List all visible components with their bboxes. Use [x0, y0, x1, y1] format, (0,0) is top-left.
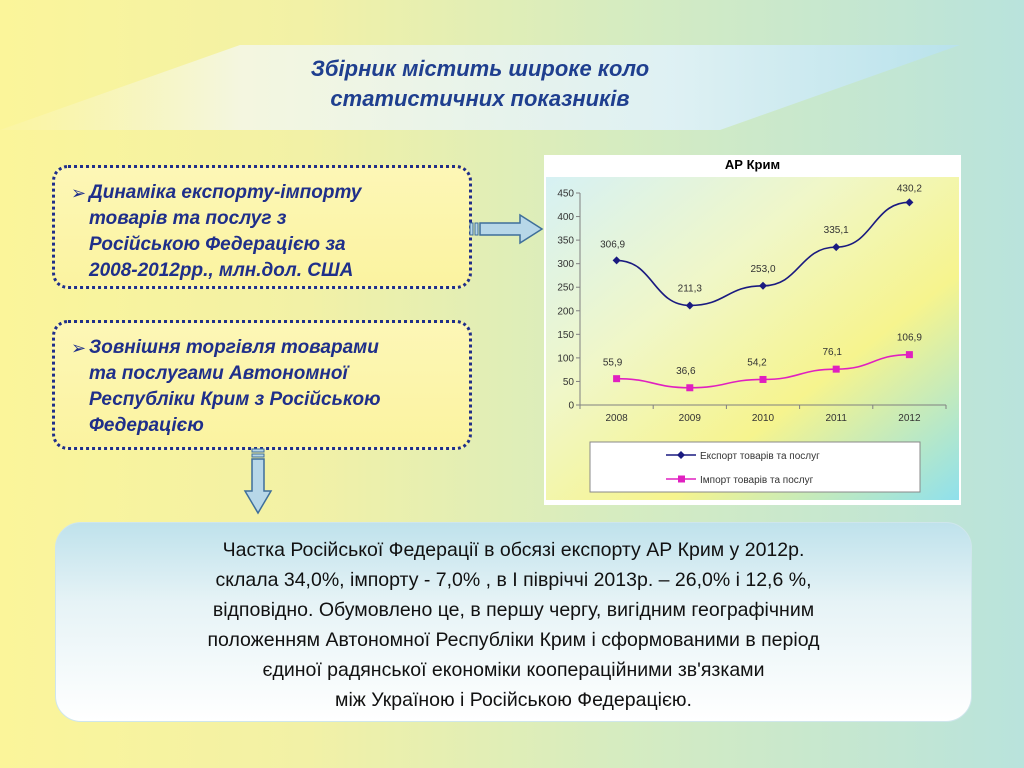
- info-box-trade-text: Зовнішня торгівля товарами та послугами …: [89, 337, 381, 436]
- summary-line: між Україною і Російською Федерацією.: [335, 689, 692, 711]
- bullet-row: ➢ Динаміка експорту-імпорту товарів та п…: [71, 180, 459, 284]
- bullet-arrow-icon: ➢: [71, 183, 87, 203]
- data-label: 306,9: [600, 239, 625, 250]
- import-point: [832, 365, 840, 373]
- x-tick-label: 2008: [605, 413, 628, 424]
- import-point: [905, 351, 913, 359]
- title-banner: [0, 40, 1024, 135]
- legend-marker-import: [678, 475, 685, 483]
- x-tick-label: 2012: [898, 413, 921, 424]
- chart-title: АР Крим: [724, 157, 781, 172]
- legend-marker-export: [677, 451, 685, 459]
- data-label: 54,2: [747, 357, 767, 368]
- y-tick-label: 150: [557, 330, 574, 341]
- page-title: Збірник містить широке коло статистичних…: [180, 54, 780, 114]
- summary-line: склала 34,0%, імпорту - 7,0% , в І піврі…: [215, 569, 812, 591]
- y-tick-label: 100: [557, 353, 574, 364]
- info-box-trade: ➢ Зовнішня торгівля товарами та послугам…: [52, 320, 472, 450]
- page-title-line1: Збірник містить широке коло: [310, 56, 650, 81]
- data-label: 211,3: [678, 283, 703, 294]
- legend-label: Імпорт товарів та послуг: [700, 475, 814, 486]
- data-label: 106,9: [897, 333, 922, 344]
- import-point: [759, 375, 767, 383]
- y-tick-label: 50: [563, 377, 575, 388]
- export-point: [685, 301, 694, 310]
- export-point: [905, 198, 914, 207]
- bullet-row: ➢ Зовнішня торгівля товарами та послугам…: [71, 335, 459, 439]
- legend-box: [589, 441, 921, 493]
- title-banner-shape: [0, 45, 960, 130]
- export-point: [832, 243, 841, 252]
- import-point: [613, 375, 621, 383]
- y-tick-label: 250: [557, 283, 574, 294]
- summary-line: Частка Російської Федерації в обсязі екс…: [222, 539, 805, 561]
- data-label: 36,6: [676, 366, 696, 377]
- data-label: 335,1: [824, 225, 849, 236]
- arrow-down-icon: [243, 447, 273, 520]
- chart: 0 50 100 150 200 250 300 350 400 450 2008 2009 2010 2…: [546, 177, 959, 500]
- chart-panel: 0 50 100 150 200 250 300 350 400 450 2008 2009 2010 2…: [544, 155, 961, 505]
- y-tick-label: 350: [557, 236, 574, 247]
- data-label: 430,2: [897, 183, 922, 194]
- bullet-arrow-icon: ➢: [71, 338, 87, 358]
- summary-panel: Частка Російської Федерації в обсязі екс…: [55, 522, 972, 722]
- x-tick-label: 2010: [752, 413, 775, 424]
- export-point: [759, 281, 767, 290]
- summary-line: відповідно. Обумовлено це, в першу чергу…: [212, 599, 815, 621]
- y-tick-label: 0: [568, 401, 574, 412]
- data-label: 76,1: [822, 347, 842, 358]
- y-tick-label: 400: [557, 212, 574, 223]
- x-tick-label: 2009: [679, 413, 702, 424]
- import-point: [686, 384, 694, 392]
- arrow-right-icon: [468, 212, 544, 251]
- page-title-line2: статистичних показників: [330, 86, 630, 111]
- info-box-dynamics-text: Динаміка експорту-імпорту товарів та пос…: [89, 182, 362, 281]
- summary-line: єдиної радянської економіки коопераційни…: [262, 659, 765, 681]
- y-tick-label: 300: [557, 259, 574, 270]
- legend-label: Експорт товарів та послуг: [700, 451, 820, 462]
- data-label: 55,9: [603, 358, 623, 369]
- y-tick-label: 450: [557, 189, 574, 200]
- summary-line: положенням Автономної Республіки Крим і …: [207, 629, 820, 651]
- export-point: [612, 256, 621, 265]
- x-tick-label: 2011: [825, 413, 847, 424]
- y-tick-label: 200: [557, 306, 574, 317]
- summary-text: Частка Російської Федерації в обсязі екс…: [76, 535, 951, 715]
- info-box-dynamics: ➢ Динаміка експорту-імпорту товарів та п…: [52, 165, 472, 289]
- data-label: 253,0: [750, 264, 775, 275]
